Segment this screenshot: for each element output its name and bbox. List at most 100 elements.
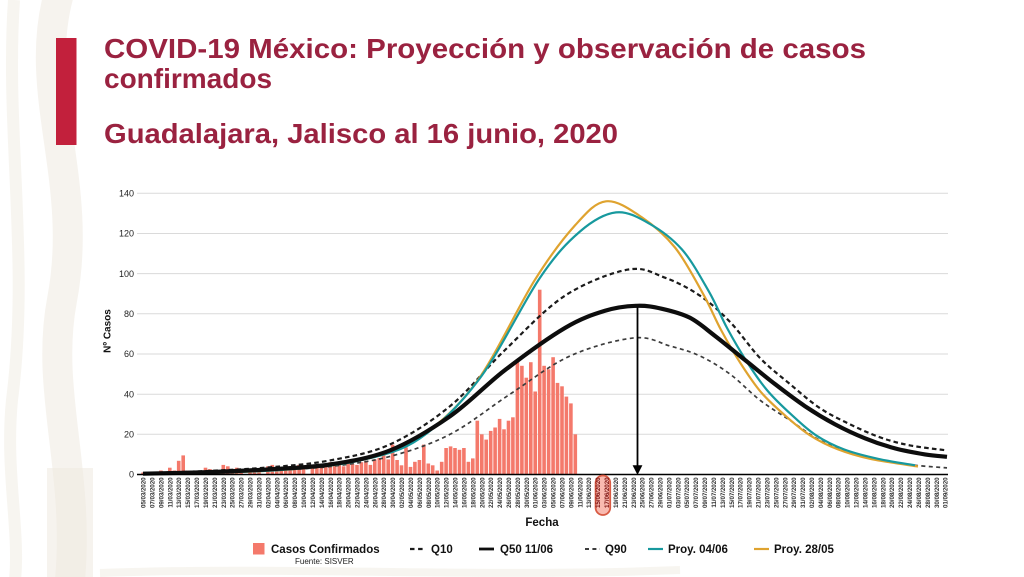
- svg-text:20/04/2020: 20/04/2020: [346, 477, 353, 508]
- svg-text:80: 80: [124, 309, 134, 319]
- svg-text:07/07/2020: 07/07/2020: [693, 477, 700, 508]
- svg-text:28/08/2020: 28/08/2020: [925, 477, 932, 508]
- svg-text:30/04/2020: 30/04/2020: [390, 477, 397, 508]
- svg-text:Guadalajara, Jalisco al 16 jun: Guadalajara, Jalisco al 16 junio, 2020: [104, 118, 618, 149]
- svg-text:25/07/2020: 25/07/2020: [773, 477, 780, 508]
- svg-text:15/07/2020: 15/07/2020: [729, 477, 736, 508]
- svg-text:29/03/2020: 29/03/2020: [248, 477, 255, 508]
- svg-text:09/06/2020: 09/06/2020: [568, 477, 575, 508]
- svg-text:12/05/2020: 12/05/2020: [444, 477, 451, 508]
- svg-text:05/06/2020: 05/06/2020: [551, 477, 558, 508]
- svg-text:12/04/2020: 12/04/2020: [310, 477, 317, 508]
- svg-text:07/06/2020: 07/06/2020: [560, 477, 567, 508]
- svg-text:13/03/2020: 13/03/2020: [176, 477, 183, 508]
- svg-text:Proy. 04/06: Proy. 04/06: [668, 544, 728, 556]
- svg-text:04/04/2020: 04/04/2020: [274, 477, 281, 508]
- svg-text:11/03/2020: 11/03/2020: [167, 477, 174, 508]
- svg-text:140: 140: [119, 189, 134, 199]
- svg-text:01/07/2020: 01/07/2020: [666, 477, 673, 508]
- svg-text:27/03/2020: 27/03/2020: [239, 477, 246, 508]
- svg-text:16/08/2020: 16/08/2020: [871, 477, 878, 508]
- svg-text:25/06/2020: 25/06/2020: [640, 477, 647, 508]
- svg-text:25/03/2020: 25/03/2020: [230, 477, 237, 508]
- svg-text:13/06/2020: 13/06/2020: [586, 477, 593, 508]
- svg-text:Nº Casos: Nº Casos: [103, 309, 114, 353]
- svg-text:23/06/2020: 23/06/2020: [631, 477, 638, 508]
- svg-text:06/04/2020: 06/04/2020: [283, 477, 290, 508]
- svg-text:09/03/2020: 09/03/2020: [158, 477, 165, 508]
- svg-text:08/08/2020: 08/08/2020: [836, 477, 843, 508]
- svg-text:03/07/2020: 03/07/2020: [675, 477, 682, 508]
- svg-text:28/05/2020: 28/05/2020: [515, 477, 522, 508]
- svg-text:22/08/2020: 22/08/2020: [898, 477, 905, 508]
- svg-text:23/07/2020: 23/07/2020: [764, 477, 771, 508]
- svg-text:10/04/2020: 10/04/2020: [301, 477, 308, 508]
- svg-text:100: 100: [119, 269, 134, 279]
- svg-text:40: 40: [124, 389, 134, 399]
- svg-text:31/07/2020: 31/07/2020: [800, 477, 807, 508]
- svg-text:10/08/2020: 10/08/2020: [845, 477, 852, 508]
- svg-text:Casos Confirmados: Casos Confirmados: [271, 544, 380, 556]
- svg-text:29/07/2020: 29/07/2020: [791, 477, 798, 508]
- svg-text:Q50 11/06: Q50 11/06: [500, 544, 553, 556]
- svg-text:14/04/2020: 14/04/2020: [319, 477, 326, 508]
- svg-text:26/04/2020: 26/04/2020: [372, 477, 379, 508]
- svg-text:27/06/2020: 27/06/2020: [649, 477, 656, 508]
- svg-text:0: 0: [129, 470, 134, 480]
- svg-text:11/06/2020: 11/06/2020: [577, 477, 584, 508]
- svg-text:Fuente: SISVER: Fuente: SISVER: [295, 557, 354, 566]
- svg-text:10/05/2020: 10/05/2020: [435, 477, 442, 508]
- svg-text:07/03/2020: 07/03/2020: [150, 477, 157, 508]
- svg-text:30/08/2020: 30/08/2020: [934, 477, 941, 508]
- svg-text:120: 120: [119, 229, 134, 239]
- svg-text:11/07/2020: 11/07/2020: [711, 477, 718, 508]
- svg-text:19/07/2020: 19/07/2020: [747, 477, 754, 508]
- svg-text:17/03/2020: 17/03/2020: [194, 477, 201, 508]
- svg-text:17/06/2020: 17/06/2020: [604, 477, 611, 508]
- svg-text:60: 60: [124, 349, 134, 359]
- svg-text:09/07/2020: 09/07/2020: [702, 477, 709, 508]
- svg-text:18/05/2020: 18/05/2020: [470, 477, 477, 508]
- svg-text:17/07/2020: 17/07/2020: [738, 477, 745, 508]
- svg-text:28/04/2020: 28/04/2020: [381, 477, 388, 508]
- svg-text:21/06/2020: 21/06/2020: [622, 477, 629, 508]
- svg-text:03/06/2020: 03/06/2020: [542, 477, 549, 508]
- svg-text:20/08/2020: 20/08/2020: [889, 477, 896, 508]
- svg-text:14/05/2020: 14/05/2020: [453, 477, 460, 508]
- svg-text:13/07/2020: 13/07/2020: [720, 477, 727, 508]
- svg-text:Q90: Q90: [605, 544, 627, 556]
- svg-text:30/05/2020: 30/05/2020: [524, 477, 531, 508]
- svg-text:24/04/2020: 24/04/2020: [363, 477, 370, 508]
- svg-text:02/05/2020: 02/05/2020: [399, 477, 406, 508]
- svg-text:confirmados: confirmados: [104, 63, 272, 94]
- svg-text:31/03/2020: 31/03/2020: [257, 477, 264, 508]
- svg-text:12/08/2020: 12/08/2020: [854, 477, 861, 508]
- svg-text:Q10: Q10: [431, 544, 453, 556]
- svg-text:16/05/2020: 16/05/2020: [461, 477, 468, 508]
- svg-text:05/03/2020: 05/03/2020: [141, 477, 148, 508]
- svg-text:24/05/2020: 24/05/2020: [497, 477, 504, 508]
- svg-text:20: 20: [124, 430, 134, 440]
- svg-text:26/05/2020: 26/05/2020: [506, 477, 513, 508]
- svg-text:06/05/2020: 06/05/2020: [417, 477, 424, 508]
- svg-text:15/03/2020: 15/03/2020: [185, 477, 192, 508]
- svg-text:23/03/2020: 23/03/2020: [221, 477, 228, 508]
- svg-text:19/06/2020: 19/06/2020: [613, 477, 620, 508]
- svg-text:27/07/2020: 27/07/2020: [782, 477, 789, 508]
- svg-text:29/06/2020: 29/06/2020: [658, 477, 665, 508]
- svg-text:18/04/2020: 18/04/2020: [337, 477, 344, 508]
- svg-text:COVID-19 México: Proyección y: COVID-19 México: Proyección y observació…: [104, 33, 866, 64]
- svg-text:Proy. 28/05: Proy. 28/05: [774, 544, 834, 556]
- svg-text:02/04/2020: 02/04/2020: [265, 477, 272, 508]
- svg-text:01/06/2020: 01/06/2020: [533, 477, 540, 508]
- svg-text:04/05/2020: 04/05/2020: [408, 477, 415, 508]
- svg-text:18/08/2020: 18/08/2020: [880, 477, 887, 508]
- svg-text:15/06/2020: 15/06/2020: [595, 477, 602, 508]
- svg-text:01/09/2020: 01/09/2020: [943, 477, 950, 508]
- svg-text:08/05/2020: 08/05/2020: [426, 477, 433, 508]
- svg-text:20/05/2020: 20/05/2020: [479, 477, 486, 508]
- svg-text:19/03/2020: 19/03/2020: [203, 477, 210, 508]
- svg-text:05/07/2020: 05/07/2020: [684, 477, 691, 508]
- svg-text:24/08/2020: 24/08/2020: [907, 477, 914, 508]
- svg-text:06/08/2020: 06/08/2020: [827, 477, 834, 508]
